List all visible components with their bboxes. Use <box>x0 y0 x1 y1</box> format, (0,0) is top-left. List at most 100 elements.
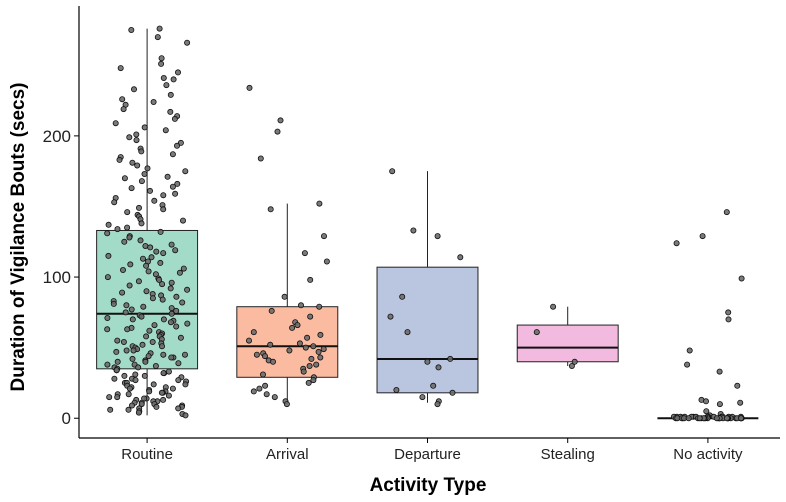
data-point <box>738 415 745 422</box>
points-no-activity <box>670 209 745 422</box>
data-point <box>114 226 121 233</box>
data-point <box>138 401 145 408</box>
data-point <box>305 379 312 386</box>
data-point <box>307 276 314 283</box>
data-point <box>313 361 320 368</box>
data-point <box>259 371 266 378</box>
data-point <box>175 405 182 412</box>
data-point <box>174 180 181 187</box>
data-point <box>124 326 131 333</box>
data-point <box>169 183 176 190</box>
data-point <box>125 391 132 398</box>
data-point <box>320 233 327 240</box>
data-point <box>571 358 578 365</box>
points-stealing <box>533 303 578 369</box>
data-point <box>267 341 274 348</box>
data-point <box>316 200 323 207</box>
data-point <box>306 362 313 369</box>
data-point <box>738 275 745 282</box>
data-point <box>182 168 189 175</box>
data-point <box>173 293 180 300</box>
data-point <box>447 355 454 362</box>
data-point <box>135 204 142 211</box>
data-point <box>159 281 166 288</box>
data-point <box>147 244 154 251</box>
data-point <box>167 319 174 326</box>
data-point <box>150 381 157 388</box>
data-point <box>162 127 169 134</box>
data-point <box>113 367 120 374</box>
data-point <box>307 313 314 320</box>
data-point <box>181 351 188 358</box>
data-point <box>124 224 131 231</box>
data-point <box>320 346 327 353</box>
data-point <box>257 155 264 162</box>
data-point <box>399 293 406 300</box>
data-point <box>164 173 171 180</box>
data-point <box>126 385 133 392</box>
data-point <box>141 170 148 177</box>
data-point <box>310 377 317 384</box>
data-point <box>723 415 730 422</box>
data-point <box>141 124 148 131</box>
data-point <box>310 343 317 350</box>
data-point <box>105 221 112 228</box>
data-point <box>449 389 456 396</box>
data-point <box>128 402 135 409</box>
data-point <box>106 394 113 401</box>
data-point <box>274 128 281 135</box>
ticks: 0 100 200 Routine Arrival Departure Stealing No… <box>43 127 743 463</box>
data-point <box>125 406 132 413</box>
data-point <box>168 241 175 248</box>
data-point <box>126 134 133 141</box>
data-point <box>725 316 732 323</box>
data-point <box>135 364 142 371</box>
data-point <box>143 262 150 269</box>
data-point <box>268 307 275 314</box>
data-point <box>111 199 118 206</box>
data-point <box>256 385 263 392</box>
data-point <box>434 233 441 240</box>
data-point <box>123 347 130 354</box>
data-point <box>130 347 137 354</box>
data-point <box>150 99 157 106</box>
data-point <box>277 117 284 124</box>
data-point <box>158 55 165 62</box>
data-point <box>149 338 156 345</box>
data-point <box>262 382 269 389</box>
data-point <box>271 394 278 401</box>
data-point <box>114 358 121 365</box>
data-point <box>424 358 431 365</box>
y-tick-label: 0 <box>62 409 71 428</box>
data-point <box>304 334 311 341</box>
data-point <box>261 353 268 360</box>
data-point <box>289 324 296 331</box>
data-point <box>685 415 692 422</box>
data-point <box>104 326 111 333</box>
data-point <box>315 348 322 355</box>
data-point <box>142 358 149 365</box>
axes <box>78 6 780 439</box>
data-point <box>703 398 710 405</box>
data-point <box>139 341 146 348</box>
data-point <box>165 392 172 399</box>
data-point <box>568 362 575 369</box>
data-point <box>430 382 437 389</box>
data-point <box>686 347 693 354</box>
points-arrival <box>245 84 330 408</box>
data-point <box>113 348 120 355</box>
x-tick-label: Stealing <box>541 446 595 463</box>
data-point <box>139 255 146 262</box>
data-point <box>144 165 151 172</box>
data-point <box>107 406 114 413</box>
data-point <box>114 337 121 344</box>
data-point <box>684 361 691 368</box>
data-point <box>146 388 153 395</box>
data-point <box>179 299 186 306</box>
data-point <box>173 323 180 330</box>
data-point <box>129 355 136 362</box>
data-point <box>132 371 139 378</box>
data-point <box>184 320 191 327</box>
data-point <box>175 360 182 367</box>
